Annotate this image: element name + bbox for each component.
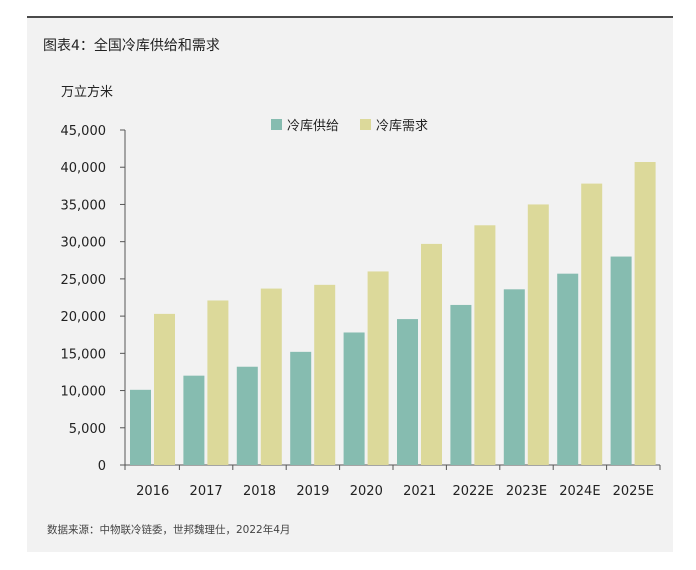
bar-supply — [343, 332, 365, 465]
bar-supply — [183, 375, 205, 465]
y-tick-label: 5,000 — [69, 422, 106, 437]
bar-supply — [503, 289, 525, 465]
y-tick-label: 20,000 — [61, 310, 107, 325]
bar-supply — [130, 389, 151, 465]
y-tick-label: 30,000 — [61, 236, 107, 251]
legend-swatch — [360, 119, 371, 130]
x-tick-label: 2023E — [506, 484, 547, 499]
y-tick-label: 0 — [98, 459, 106, 474]
x-tick-label: 2025E — [613, 484, 654, 499]
bar-demand — [474, 225, 496, 465]
x-tick-label: 2021 — [403, 484, 436, 499]
bar-supply — [610, 256, 632, 465]
y-tick-label: 10,000 — [61, 385, 107, 400]
bar-demand — [634, 162, 656, 465]
y-tick-label: 15,000 — [61, 347, 107, 362]
legend-label: 冷库供给 — [287, 118, 339, 134]
x-tick-label: 2018 — [243, 484, 276, 499]
x-tick-label: 2019 — [296, 484, 329, 499]
bar-supply — [450, 304, 472, 465]
y-tick-label: 35,000 — [61, 198, 107, 213]
legend-swatch — [271, 119, 282, 130]
y-tick-label: 25,000 — [61, 273, 107, 288]
bar-demand — [421, 243, 442, 465]
legend-label: 冷库需求 — [376, 118, 428, 134]
bar-demand — [154, 313, 175, 465]
x-tick-label: 2024E — [559, 484, 600, 499]
bar-supply — [397, 319, 418, 465]
y-tick-label: 45,000 — [61, 124, 107, 139]
chart-title: 图表4：全国冷库供给和需求 — [43, 38, 220, 54]
bar-demand — [260, 288, 282, 465]
bar-demand — [367, 271, 389, 465]
bar-demand — [314, 284, 336, 465]
bar-demand — [581, 183, 603, 465]
unit-label: 万立方米 — [61, 84, 113, 100]
x-tick-label: 2020 — [350, 484, 383, 499]
x-tick-label: 2016 — [136, 484, 169, 499]
x-tick-label: 2017 — [190, 484, 223, 499]
bar-supply — [290, 351, 312, 465]
bar-demand — [527, 204, 549, 465]
y-tick-label: 40,000 — [61, 161, 107, 176]
source-note: 数据来源：中物联冷链委，世邦魏理仕，2022年4月 — [47, 524, 291, 536]
bar-supply — [236, 366, 258, 465]
x-tick-label: 2022E — [452, 484, 493, 499]
bar-demand — [207, 300, 229, 465]
bar-supply — [557, 273, 579, 465]
